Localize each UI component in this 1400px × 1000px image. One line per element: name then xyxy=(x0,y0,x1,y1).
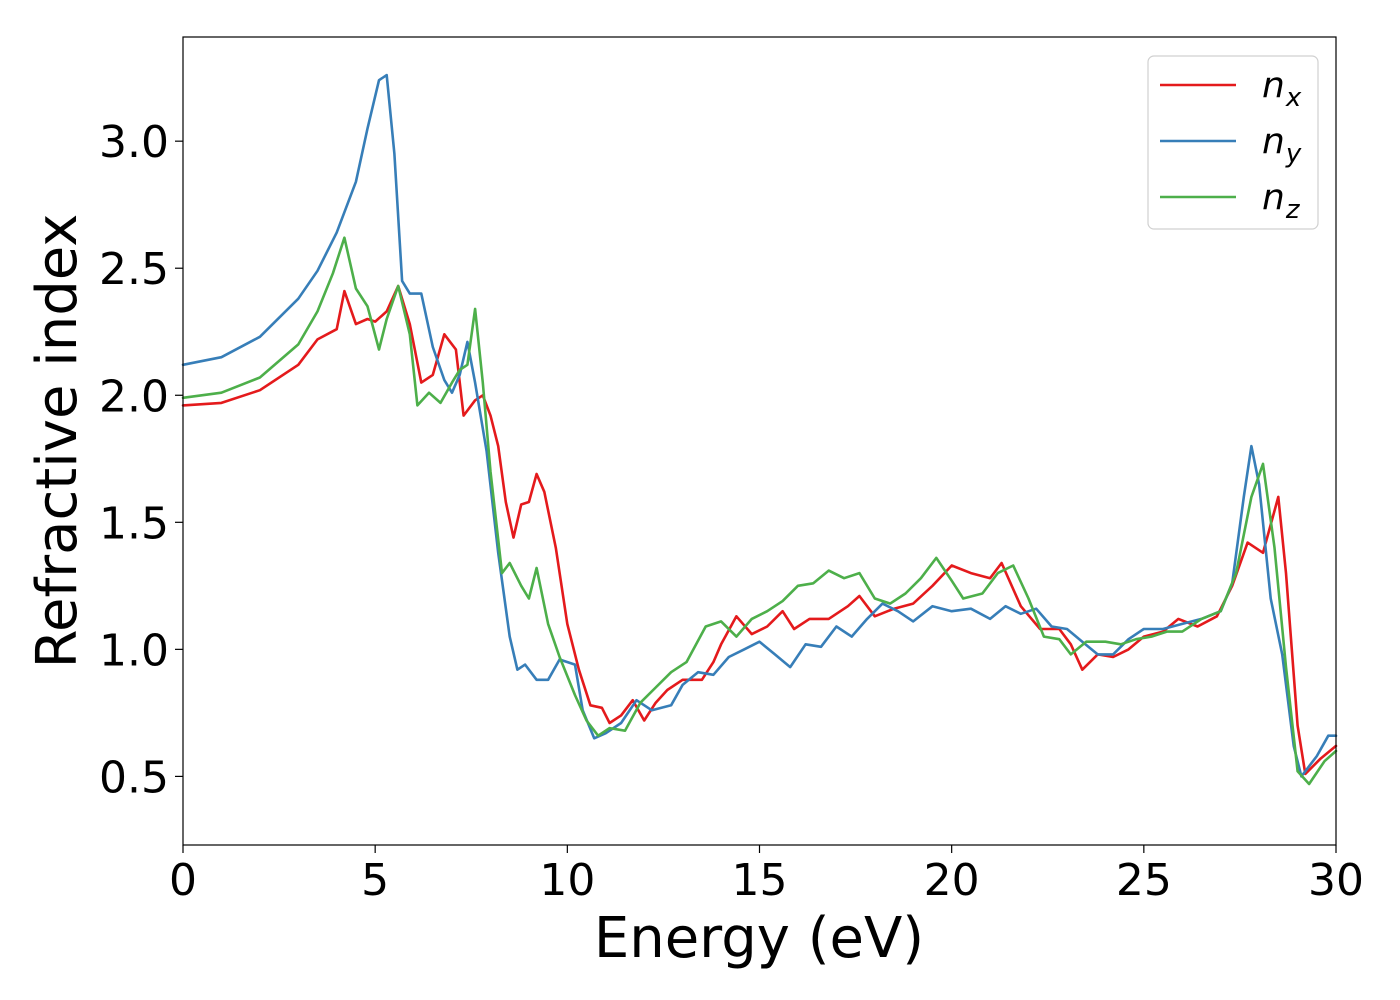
legend-label-ny: ny xyxy=(1262,121,1302,169)
y-tick-label: 1.0 xyxy=(99,625,169,676)
y-axis-title: Refractive index xyxy=(25,214,90,669)
legend-label-nz: nz xyxy=(1262,177,1301,225)
y-tick-label: 2.5 xyxy=(99,244,169,295)
x-tick-label: 5 xyxy=(361,855,389,906)
series-line-nz xyxy=(181,236,1338,786)
plot-lines xyxy=(181,73,1338,786)
legend-label-nx: nx xyxy=(1262,65,1302,113)
x-axis-title: Energy (eV) xyxy=(594,906,924,971)
legend: nx ny nz xyxy=(1147,55,1319,230)
series-line-ny xyxy=(181,73,1338,778)
series-line-nx xyxy=(181,284,1338,776)
legend-box xyxy=(1147,55,1319,230)
y-axis-ticks: 0.5 1.0 1.5 2.0 2.5 3.0 xyxy=(99,117,183,803)
x-tick-label: 0 xyxy=(169,855,197,906)
x-tick-label: 10 xyxy=(539,855,595,906)
x-axis-ticks: 0 5 10 15 20 25 30 xyxy=(169,845,1364,906)
x-tick-label: 15 xyxy=(732,855,788,906)
y-tick-label: 0.5 xyxy=(99,752,169,803)
x-tick-label: 25 xyxy=(1116,855,1172,906)
x-tick-label: 30 xyxy=(1308,855,1364,906)
y-tick-label: 2.0 xyxy=(99,371,169,422)
y-tick-label: 1.5 xyxy=(99,498,169,549)
x-tick-label: 20 xyxy=(924,855,980,906)
y-tick-label: 3.0 xyxy=(99,117,169,168)
